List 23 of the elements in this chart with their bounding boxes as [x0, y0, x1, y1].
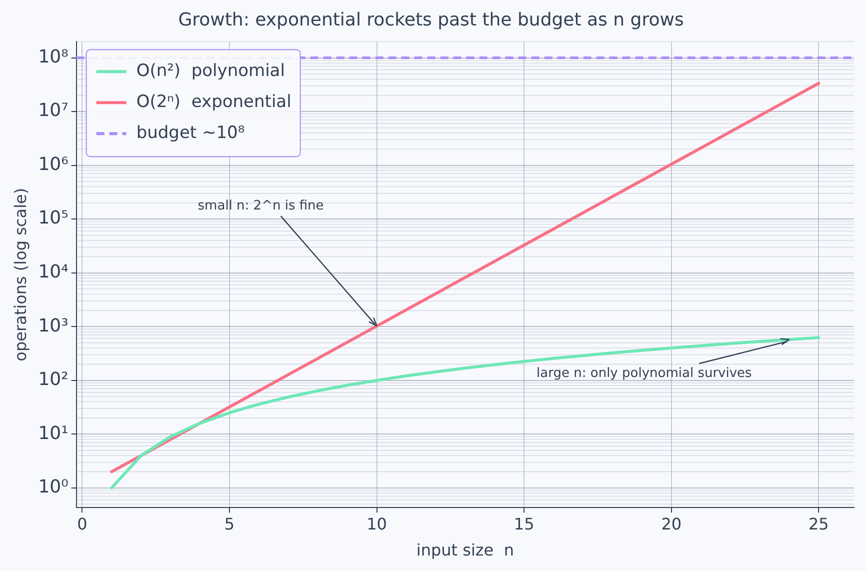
- x-tick-label: 10: [366, 514, 387, 534]
- legend-label: budget ~10⁸: [136, 123, 245, 144]
- y-tick-label: 10²: [38, 369, 68, 390]
- x-axis-title: input size n: [416, 540, 514, 560]
- y-axis-title: operations (log scale): [10, 188, 30, 362]
- y-tick-label: 10⁸: [38, 46, 68, 68]
- y-tick-label: 10³: [38, 315, 68, 336]
- legend-label: O(n²) polynomial: [136, 61, 285, 82]
- y-tick-label: 10⁵: [38, 208, 68, 229]
- legend-label: O(2ⁿ) exponential: [136, 92, 292, 112]
- x-tick-label: 5: [224, 514, 235, 534]
- x-tick-label: 25: [808, 514, 829, 534]
- x-tick-label: 0: [77, 514, 88, 534]
- y-tick-label: 10⁴: [38, 262, 68, 283]
- x-tick-label: 20: [661, 514, 682, 534]
- annotation: large n: only polynomial survives: [536, 366, 752, 381]
- y-tick-label: 10⁷: [38, 100, 68, 122]
- x-tick-label: 15: [514, 514, 534, 534]
- chart-title: Growth: exponential rockets past the budget as n grows: [178, 9, 684, 30]
- y-tick-label: 10⁶: [38, 154, 68, 175]
- annotation: small n: 2^n is fine: [198, 198, 324, 214]
- y-tick-label: 10⁰: [38, 476, 68, 498]
- y-tick-label: 10¹: [38, 422, 68, 444]
